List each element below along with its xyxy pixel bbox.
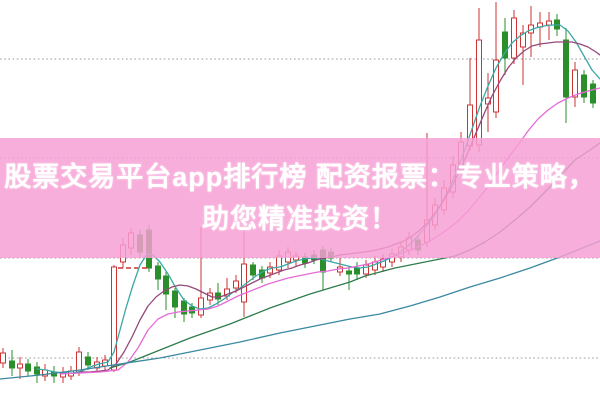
ma-line-ma5	[36, 24, 600, 374]
promo-banner-line1: 股票交易平台app排行榜 配资报票：专业策略，	[4, 162, 596, 192]
candle-body	[590, 83, 596, 104]
candle-body	[76, 351, 82, 373]
candle-body	[581, 74, 587, 98]
candle-body	[546, 20, 552, 26]
candle-body	[181, 300, 187, 315]
candle-body	[25, 363, 31, 372]
candle-body	[572, 69, 578, 98]
candle-body	[0, 352, 6, 364]
candle-body	[250, 264, 256, 276]
candle-body	[511, 17, 517, 59]
candle-body	[198, 297, 204, 316]
promo-banner[interactable]: 股票交易平台app排行榜 配资报票：专业策略， 助您精准投资！	[0, 138, 600, 258]
candle-body	[172, 290, 178, 308]
candle-body	[493, 59, 499, 113]
candle-body	[215, 292, 221, 300]
candle-body	[354, 267, 360, 275]
candle-body	[163, 275, 169, 295]
candle-body	[233, 280, 239, 289]
candle-body	[155, 265, 161, 280]
candle-body	[34, 366, 40, 375]
candle-body	[502, 31, 508, 59]
candle-body	[85, 356, 91, 366]
candle-body	[563, 39, 569, 98]
candle-body	[9, 360, 15, 369]
promo-banner-line2: 助您精准投资！	[202, 204, 398, 234]
candle-body	[363, 264, 369, 275]
candle-body	[520, 32, 526, 48]
ma-line-ma60	[0, 240, 600, 380]
candle-body	[17, 363, 23, 369]
candle-body	[346, 270, 352, 275]
